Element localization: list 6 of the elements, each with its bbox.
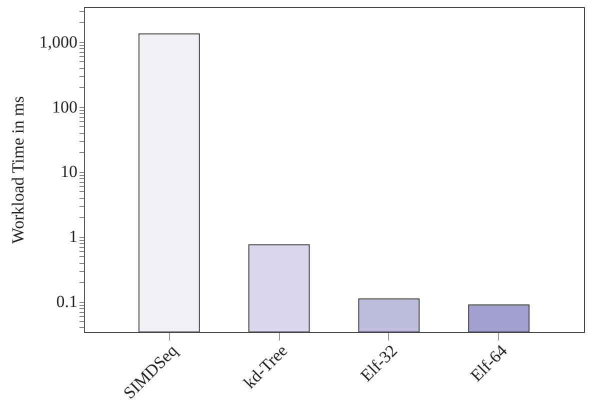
y-axis-title: Workload Time in ms — [8, 96, 28, 244]
y-tick-label: 0.1 — [56, 292, 78, 312]
y-tick-label: 100 — [52, 97, 78, 116]
y-tick-label: 1 — [69, 227, 78, 246]
y-tick-label: 1,000 — [39, 32, 78, 52]
y-tick-label: 10 — [60, 162, 78, 182]
